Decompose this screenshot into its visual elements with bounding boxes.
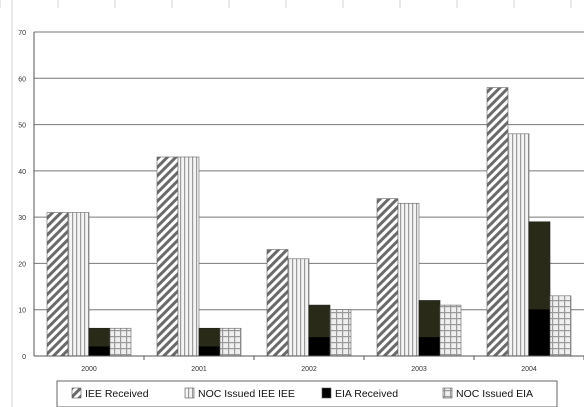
bar-noc-issued-iee [397,202,420,357]
legend-swatch [184,387,195,399]
bar-eia-received-lower [88,346,111,357]
x-tick-label: 2000 [81,366,97,373]
bar-eia-received-upper [528,221,551,311]
legend: IEE Received NOC Issued IEE IEE EIA Receiv… [56,380,558,407]
bar-noc-issued-eia [549,295,572,357]
bar-iee-received [266,249,289,357]
bar-noc-issued-eia [329,309,352,357]
bar-eia-received-upper [418,300,441,338]
bars [46,87,572,357]
bar-noc-issued-iee [287,258,310,357]
legend-label: NOC Issued EIA [456,388,533,400]
y-tick-label: 40 [18,169,26,176]
legend-label: EIA Received [335,388,398,400]
legend-swatch [71,387,82,399]
x-tick-label: 2001 [191,366,207,373]
bar-noc-issued-iee [177,156,200,357]
bar-eia-received-lower [418,337,441,357]
bar-eia-received-lower [308,337,331,357]
y-tick-label: 70 [18,30,26,37]
bar-noc-issued-iee [507,133,530,357]
x-tick-label: 2004 [521,366,537,373]
bar-noc-issued-eia [109,327,132,357]
bar-iee-received [156,156,179,357]
legend-box [56,380,558,407]
y-tick-label: 10 [18,308,26,315]
bar-eia-received-upper [198,327,221,348]
legend-swatch [321,387,332,399]
x-tick-label: 2002 [301,366,317,373]
bar-eia-received-lower [528,309,551,357]
y-tick-label: 0 [22,354,26,361]
y-axis-ticks: 0 10 20 30 40 50 60 70 [18,30,26,361]
x-tick-label: 2003 [411,366,427,373]
y-tick-label: 30 [18,215,26,222]
y-tick-label: 50 [18,123,26,130]
bar-eia-received-upper [308,304,331,338]
bar-iee-received [376,198,399,357]
x-axis-ticks: 2000 2001 2002 2003 2004 [34,355,584,373]
spreadsheet-background [0,0,572,407]
legend-label: NOC Issued IEE IEE [198,388,295,400]
bar-noc-issued-iee [67,212,90,357]
bar-eia-received-lower [198,346,221,357]
legend-label: IEE Received [85,388,149,400]
bar-eia-received-upper [88,327,111,348]
bar-iee-received [46,212,69,357]
bar-noc-issued-eia [439,304,462,357]
y-tick-label: 60 [18,76,26,83]
bar-noc-issued-eia [219,327,242,357]
bar-iee-received [486,87,509,357]
y-tick-label: 20 [18,261,26,268]
legend-swatch [442,387,453,399]
